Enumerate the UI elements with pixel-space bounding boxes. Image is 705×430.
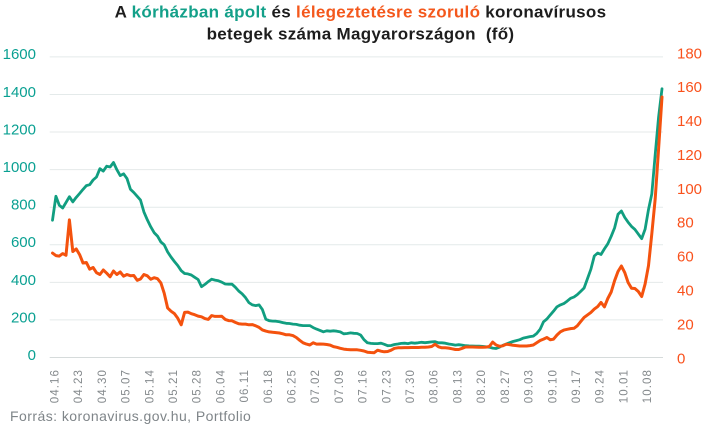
svg-text:A kórházban ápolt és lélegezte: A kórházban ápolt és lélegeztetésre szor… <box>115 3 607 22</box>
svg-text:600: 600 <box>11 234 36 251</box>
svg-text:140: 140 <box>677 113 702 130</box>
svg-text:04.16: 04.16 <box>50 369 62 403</box>
svg-text:07.30: 07.30 <box>405 369 417 403</box>
svg-text:1400: 1400 <box>3 84 36 101</box>
svg-text:200: 200 <box>11 309 36 326</box>
svg-text:05.14: 05.14 <box>144 369 156 403</box>
svg-text:120: 120 <box>677 147 702 164</box>
svg-text:05.07: 05.07 <box>121 369 133 403</box>
svg-text:07.16: 07.16 <box>358 369 370 403</box>
svg-text:40: 40 <box>677 283 694 300</box>
svg-text:04.23: 04.23 <box>73 369 85 403</box>
svg-text:400: 400 <box>11 272 36 289</box>
svg-text:100: 100 <box>677 181 702 198</box>
svg-text:0: 0 <box>677 350 685 367</box>
svg-text:20: 20 <box>677 316 694 333</box>
svg-text:04.30: 04.30 <box>97 369 109 403</box>
svg-text:08.13: 08.13 <box>452 369 464 403</box>
svg-text:07.23: 07.23 <box>381 369 393 403</box>
svg-text:1200: 1200 <box>3 121 36 138</box>
svg-text:06.25: 06.25 <box>287 369 299 403</box>
svg-text:betegek száma Magyarországon: betegek száma Magyarországon (fő) <box>207 25 515 44</box>
svg-text:800: 800 <box>11 197 36 214</box>
svg-text:08.20: 08.20 <box>476 369 488 403</box>
svg-text:160: 160 <box>677 79 702 96</box>
svg-text:08.06: 08.06 <box>429 369 441 403</box>
svg-text:09.03: 09.03 <box>524 369 536 403</box>
svg-text:06.11: 06.11 <box>239 369 251 402</box>
svg-text:08.27: 08.27 <box>500 369 512 403</box>
svg-text:1000: 1000 <box>3 159 36 176</box>
svg-text:07.09: 07.09 <box>334 369 346 403</box>
svg-text:09.17: 09.17 <box>571 369 583 403</box>
svg-text:10.08: 10.08 <box>642 369 654 403</box>
svg-text:06.18: 06.18 <box>263 369 275 403</box>
svg-text:80: 80 <box>677 215 694 232</box>
svg-text:0: 0 <box>28 347 36 364</box>
svg-text:09.10: 09.10 <box>547 369 559 403</box>
svg-text:10.01: 10.01 <box>618 369 630 403</box>
svg-text:60: 60 <box>677 249 694 266</box>
svg-text:05.21: 05.21 <box>168 369 180 403</box>
svg-text:Forrás: koronavirus.gov.hu, Po: Forrás: koronavirus.gov.hu, Portfolio <box>10 408 251 424</box>
svg-text:180: 180 <box>677 45 702 62</box>
svg-text:07.02: 07.02 <box>310 369 322 403</box>
svg-text:1600: 1600 <box>3 46 36 63</box>
svg-text:05.28: 05.28 <box>192 369 204 403</box>
svg-text:06.04: 06.04 <box>215 369 227 403</box>
svg-text:09.24: 09.24 <box>595 369 607 403</box>
